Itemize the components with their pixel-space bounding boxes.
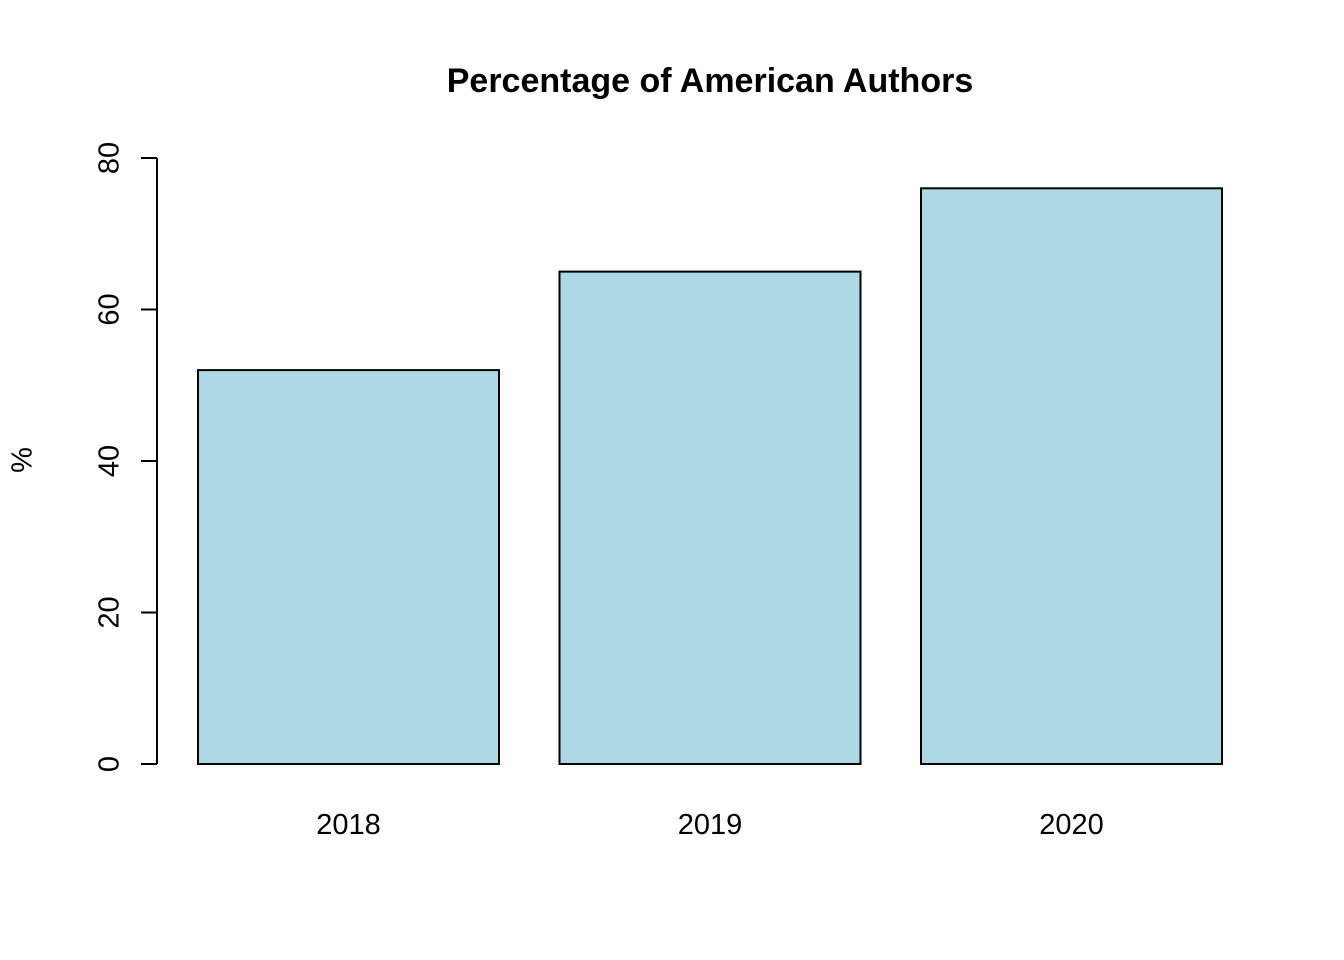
bar xyxy=(197,369,500,765)
y-tick-label: 20 xyxy=(94,596,126,628)
x-tick-label: 2018 xyxy=(316,809,381,841)
y-axis-title: % xyxy=(7,447,39,473)
chart-title: Percentage of American Authors xyxy=(447,62,974,100)
y-axis: 0 20 40 60 80 xyxy=(94,142,158,772)
y-tick-label: 60 xyxy=(94,293,126,325)
y-tick-label: 40 xyxy=(94,445,126,477)
bars-group xyxy=(197,187,1223,766)
bar xyxy=(920,187,1223,766)
x-tick-label: 2019 xyxy=(678,809,743,841)
bar xyxy=(558,270,862,765)
x-axis-labels: 2018 2019 2020 xyxy=(316,809,1104,841)
x-tick-label: 2020 xyxy=(1039,809,1104,841)
y-tick-label: 0 xyxy=(94,756,126,772)
y-tick-label: 80 xyxy=(94,142,126,174)
